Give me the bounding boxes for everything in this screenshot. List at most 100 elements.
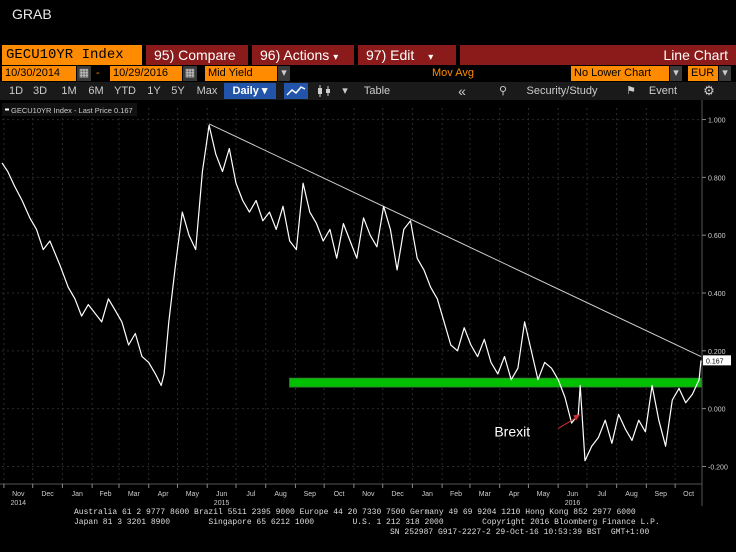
y-tick-label: 0.600 (708, 233, 726, 240)
last-price-label: 0.167 (706, 358, 724, 365)
compare-button[interactable]: 95) Compare (146, 45, 250, 65)
period-max[interactable]: Max (196, 85, 218, 97)
frequency-select[interactable]: Daily ▾ (224, 83, 276, 99)
date-range-bar: 10/30/2014 ▦ - 10/29/2016 ▦ Mid Yield ▾ … (0, 65, 736, 82)
period-bar: 1D 3D 1M 6M YTD 1Y 5Y Max Daily ▾ ▾ Tabl… (0, 82, 736, 100)
x-tick-label: Aug (274, 491, 287, 498)
x-year-label: 2014 (11, 500, 27, 506)
collapse-left-icon[interactable]: « (458, 83, 466, 99)
footer-line-3: SN 252987 G917-2227-2 29-Oct-16 10:53:39… (390, 528, 650, 537)
period-5y[interactable]: 5Y (171, 85, 185, 97)
chart-grid (2, 108, 702, 484)
x-axis: Nov Dec Jan Feb Mar Apr May Jun Jul Aug Sep Oct Nov D… (0, 483, 702, 507)
chevron-down-icon: ▾ (261, 85, 268, 97)
calendar-icon[interactable]: ▦ (77, 66, 91, 81)
legend-box (2, 103, 137, 116)
security-study-button[interactable]: Security/Study (526, 85, 598, 97)
footer-line-2: Japan 81 3 3201 8900 Singapore 65 6212 1… (74, 518, 660, 527)
ticker-field[interactable]: GECU10YR Index (2, 45, 142, 65)
x-tick-label: Feb (100, 491, 112, 498)
annotation-arrowhead (573, 414, 581, 421)
y-tick-label: -0.200 (708, 464, 728, 471)
compare-label: 95) Compare (154, 47, 236, 63)
chart-type-label[interactable]: Line Chart (460, 45, 736, 65)
field-select[interactable]: Mid Yield (205, 66, 277, 81)
support-band-group (289, 377, 702, 388)
annotation-arrow (557, 415, 579, 429)
frequency-label: Daily (232, 85, 259, 97)
end-date-input[interactable]: 10/29/2016 (110, 66, 182, 81)
line-chart-icon[interactable] (284, 83, 308, 99)
flag-icon[interactable]: ⚑ (626, 85, 636, 97)
x-tick-label: Nov (362, 491, 375, 498)
x-tick-label: Jun (216, 491, 227, 498)
x-tick-label: Jul (597, 491, 606, 498)
start-date-input[interactable]: 10/30/2014 (2, 66, 76, 81)
x-tick-label: Jun (567, 491, 578, 498)
series-line (1, 124, 702, 462)
line-chart: 1.000 0.800 0.600 0.400 0.200 0.000 -0.200 0.16… (0, 100, 736, 507)
x-tick-label: Jan (72, 491, 83, 498)
x-tick-label: Oct (683, 491, 694, 498)
chevron-down-icon[interactable]: ▾ (719, 66, 731, 81)
chevron-down-icon: ▾ (428, 52, 434, 63)
period-1d[interactable]: 1D (8, 85, 24, 97)
footer-line-1: Australia 61 2 9777 8600 Brazil 5511 239… (74, 508, 636, 517)
period-1y[interactable]: 1Y (147, 85, 161, 97)
last-price-tag (703, 355, 731, 366)
x-tick-label: Mar (128, 491, 141, 498)
x-year-label: 2015 (214, 500, 230, 506)
support-band (289, 377, 702, 388)
chevron-down-icon[interactable]: ▾ (342, 85, 348, 97)
y-tick-label: 1.000 (708, 118, 726, 125)
chevron-down-icon[interactable]: ▾ (670, 66, 682, 81)
date-separator: - (96, 67, 100, 79)
currency-select[interactable]: EUR (688, 66, 718, 81)
x-year-label: 2016 (565, 500, 581, 506)
y-tick-label: 0.400 (708, 291, 726, 298)
series-group (1, 124, 702, 462)
y-tick-label: 0.000 (708, 407, 726, 414)
annotation-group: Brexit (494, 414, 581, 439)
lower-chart-select[interactable]: No Lower Chart (571, 66, 669, 81)
mov-avg-label[interactable]: Mov Avg (432, 67, 474, 79)
x-tick-label: Dec (41, 491, 54, 498)
actions-button[interactable]: 96) Actions ▾ (252, 45, 356, 65)
x-tick-label: Nov (12, 491, 25, 498)
x-tick-label: May (186, 491, 200, 498)
period-1m[interactable]: 1M (61, 85, 77, 97)
calendar-icon[interactable]: ▦ (183, 66, 197, 81)
x-tick-label: Oct (334, 491, 345, 498)
chart-area: 1.000 0.800 0.600 0.400 0.200 0.000 -0.200 0.16… (0, 100, 736, 552)
y-tick-label: 0.800 (708, 175, 726, 182)
actions-label: 96) Actions (260, 47, 330, 63)
event-button[interactable]: Event (648, 85, 678, 97)
edit-label: 97) Edit (366, 47, 415, 63)
x-tick-label: Jan (422, 491, 433, 498)
x-tick-label: Jul (246, 491, 255, 498)
period-3d[interactable]: 3D (32, 85, 48, 97)
chevron-down-icon[interactable]: ▾ (278, 66, 290, 81)
legend-group: GECU10YR Index - Last Price 0.167 (2, 103, 137, 116)
trendline-group (208, 123, 702, 358)
y-axis: 1.000 0.800 0.600 0.400 0.200 0.000 -0.200 0.16… (701, 100, 731, 506)
x-tick-label: May (537, 491, 551, 498)
x-tick-label: Mar (479, 491, 492, 498)
x-tick-label: Aug (625, 491, 638, 498)
resistance-trendline (208, 123, 702, 358)
legend-text: GECU10YR Index - Last Price 0.167 (11, 106, 133, 115)
candle-chart-icon[interactable] (312, 83, 336, 99)
period-ytd[interactable]: YTD (114, 85, 136, 97)
period-6m[interactable]: 6M (88, 85, 104, 97)
x-tick-label: Sep (304, 491, 317, 498)
x-tick-label: Dec (391, 491, 404, 498)
edit-button[interactable]: 97) Edit ▾ (358, 45, 458, 65)
command-bar: GECU10YR Index 95) Compare 96) Actions ▾ … (0, 45, 736, 65)
window-title: GRAB (12, 6, 52, 22)
magnifier-icon[interactable]: ⚲ (498, 85, 508, 97)
table-button[interactable]: Table (363, 85, 391, 97)
gear-icon[interactable]: ⚙ (703, 83, 715, 98)
chevron-down-icon: ▾ (333, 52, 339, 63)
x-tick-label: Sep (655, 491, 668, 498)
y-tick-label: 0.200 (708, 349, 726, 356)
